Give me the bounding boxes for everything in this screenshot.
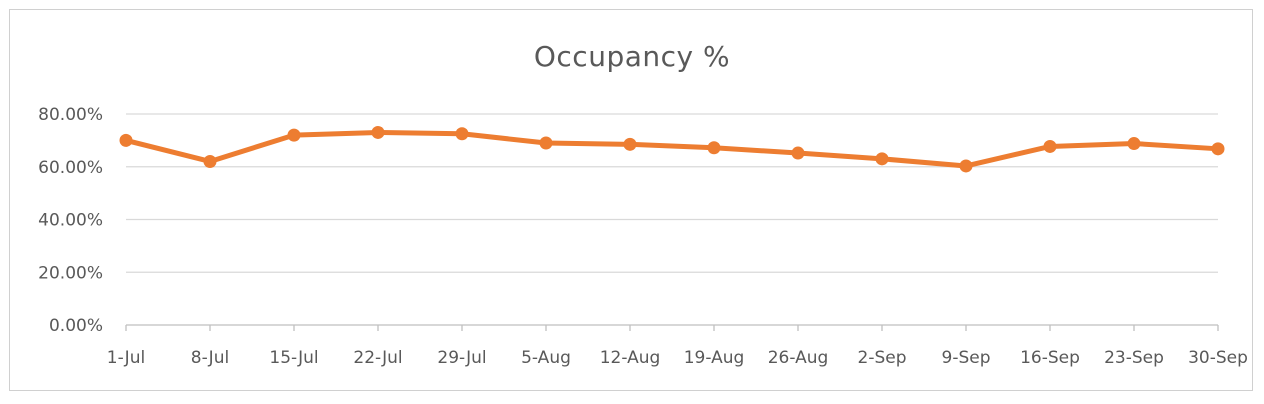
data-point bbox=[287, 128, 301, 142]
data-point bbox=[1043, 139, 1057, 153]
x-tick-label: 12-Aug bbox=[600, 348, 661, 368]
y-axis-tick-labels: 0.00% 20.00% 40.00% 60.00% 80.00% bbox=[38, 105, 103, 336]
x-tick-label: 23-Sep bbox=[1104, 348, 1164, 368]
y-tick-label: 40.00% bbox=[38, 211, 103, 231]
x-tick-label: 5-Aug bbox=[521, 348, 571, 368]
x-tick-label: 29-Jul bbox=[437, 348, 486, 368]
data-point bbox=[119, 133, 133, 147]
x-tick-label: 8-Jul bbox=[191, 348, 229, 368]
series-line bbox=[123, 129, 1221, 169]
data-point bbox=[371, 125, 385, 139]
y-tick-label: 60.00% bbox=[38, 158, 103, 178]
x-tick-label: 30-Sep bbox=[1188, 348, 1248, 368]
y-tick-label: 0.00% bbox=[49, 316, 103, 336]
y-tick-label: 80.00% bbox=[38, 105, 103, 125]
gridlines bbox=[126, 113, 1218, 273]
y-tick-label: 20.00% bbox=[38, 263, 103, 283]
data-point bbox=[1211, 142, 1225, 156]
x-tick-label: 19-Aug bbox=[684, 348, 745, 368]
data-point bbox=[623, 137, 637, 151]
x-tick-label: 1-Jul bbox=[107, 348, 145, 368]
x-axis-tick-labels: 1-Jul 8-Jul 15-Jul 22-Jul 29-Jul 5-Aug 12-Aug 1… bbox=[107, 348, 1248, 368]
chart-title: Occupancy % bbox=[533, 40, 731, 73]
x-tick-label: 16-Sep bbox=[1020, 348, 1080, 368]
x-tick-label: 2-Sep bbox=[858, 348, 907, 368]
x-tick-label: 15-Jul bbox=[269, 348, 318, 368]
chart-frame bbox=[9, 9, 1253, 391]
data-point bbox=[707, 141, 721, 155]
x-tick-label: 9-Sep bbox=[942, 348, 991, 368]
data-point bbox=[959, 159, 973, 173]
data-point bbox=[539, 136, 553, 150]
x-axis bbox=[125, 324, 1219, 331]
data-point bbox=[203, 154, 217, 168]
data-point bbox=[875, 152, 889, 166]
series-occupancy bbox=[119, 125, 1225, 173]
x-tick-label: 22-Jul bbox=[353, 348, 402, 368]
data-point bbox=[1127, 137, 1141, 151]
x-tick-label: 26-Aug bbox=[768, 348, 829, 368]
data-point bbox=[455, 127, 469, 141]
data-point bbox=[791, 146, 805, 160]
